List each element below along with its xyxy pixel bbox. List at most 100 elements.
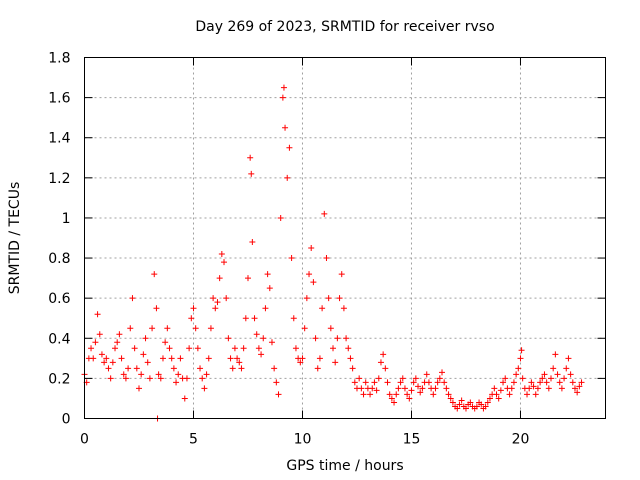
data-point bbox=[112, 345, 119, 352]
chart-title: Day 269 of 2023, SRMTID for receiver rvs… bbox=[195, 19, 494, 35]
data-point bbox=[369, 385, 376, 392]
data-point bbox=[98, 351, 105, 358]
data-point bbox=[290, 315, 297, 322]
data-point bbox=[574, 389, 581, 396]
data-point bbox=[545, 385, 552, 392]
data-point bbox=[517, 355, 524, 362]
data-point bbox=[578, 379, 585, 386]
data-point bbox=[386, 391, 393, 398]
data-point bbox=[491, 385, 498, 392]
data-point bbox=[443, 385, 450, 392]
data-point bbox=[497, 387, 504, 394]
data-point bbox=[561, 375, 568, 382]
axis-ticks: 0 0.2 0.4 0.6 0.8 1 1.2 1.4 1.6 1.8 0 5 10 15 20 bbox=[48, 51, 606, 448]
data-point bbox=[436, 375, 443, 382]
data-point bbox=[338, 271, 345, 278]
data-point bbox=[253, 331, 260, 338]
y-tick-label: 0.4 bbox=[48, 331, 70, 347]
data-point bbox=[391, 399, 398, 406]
data-point bbox=[556, 379, 563, 386]
data-point bbox=[532, 391, 539, 398]
data-point bbox=[534, 385, 541, 392]
data-point bbox=[417, 389, 424, 396]
y-tick-label: 1.6 bbox=[48, 91, 70, 107]
data-point bbox=[221, 259, 228, 266]
data-point bbox=[164, 325, 171, 332]
data-point bbox=[526, 385, 533, 392]
y-tick-label: 1.2 bbox=[48, 171, 70, 187]
data-point bbox=[144, 359, 151, 366]
data-point bbox=[107, 375, 114, 382]
data-point bbox=[336, 295, 343, 302]
data-point bbox=[262, 305, 269, 312]
data-point bbox=[508, 385, 515, 392]
data-point bbox=[524, 391, 531, 398]
data-point bbox=[190, 305, 197, 312]
data-point bbox=[558, 385, 565, 392]
data-point bbox=[231, 345, 238, 352]
data-point bbox=[277, 214, 284, 221]
data-point bbox=[199, 375, 206, 382]
data-point bbox=[188, 315, 195, 322]
data-point bbox=[214, 299, 221, 306]
data-point bbox=[157, 375, 164, 382]
data-point bbox=[478, 401, 485, 408]
data-point bbox=[528, 379, 535, 386]
data-point bbox=[120, 371, 127, 378]
x-tick-label: 0 bbox=[80, 432, 89, 448]
data-point bbox=[286, 144, 293, 151]
data-point bbox=[173, 379, 180, 386]
data-point bbox=[168, 355, 175, 362]
data-point bbox=[166, 345, 173, 352]
data-point bbox=[565, 355, 572, 362]
data-point bbox=[249, 239, 256, 246]
data-point bbox=[510, 379, 517, 386]
data-point bbox=[127, 325, 134, 332]
data-point bbox=[397, 379, 404, 386]
data-point bbox=[135, 385, 142, 392]
data-point bbox=[306, 271, 313, 278]
data-point bbox=[251, 315, 258, 322]
data-point bbox=[284, 174, 291, 181]
data-point bbox=[445, 391, 452, 398]
data-point bbox=[377, 359, 384, 366]
data-point bbox=[159, 355, 166, 362]
data-point bbox=[90, 355, 97, 362]
data-point bbox=[218, 251, 225, 258]
data-point bbox=[548, 375, 555, 382]
data-point bbox=[423, 371, 430, 378]
data-point bbox=[308, 245, 315, 252]
data-point bbox=[140, 351, 147, 358]
data-point bbox=[401, 385, 408, 392]
data-point bbox=[454, 405, 461, 412]
data-point bbox=[94, 311, 101, 318]
data-point bbox=[334, 335, 341, 342]
data-point bbox=[325, 295, 332, 302]
data-point bbox=[345, 345, 352, 352]
data-point bbox=[151, 271, 158, 278]
data-point bbox=[462, 405, 469, 412]
y-axis-title: SRMTID / TECUs bbox=[7, 182, 23, 295]
data-point bbox=[312, 335, 319, 342]
data-point bbox=[197, 365, 204, 372]
data-point bbox=[92, 339, 99, 346]
data-point bbox=[541, 371, 548, 378]
data-point bbox=[142, 335, 149, 342]
data-point bbox=[109, 359, 116, 366]
data-point bbox=[101, 359, 108, 366]
plot-frame bbox=[84, 57, 606, 419]
data-point bbox=[288, 255, 295, 262]
data-point bbox=[482, 403, 489, 410]
data-point bbox=[212, 305, 219, 312]
data-point bbox=[419, 385, 426, 392]
data-point bbox=[537, 379, 544, 386]
data-point bbox=[240, 345, 247, 352]
data-point bbox=[131, 345, 138, 352]
data-point bbox=[116, 331, 123, 338]
y-tick-label: 1 bbox=[62, 211, 71, 227]
data-point bbox=[347, 355, 354, 362]
data-point bbox=[502, 375, 509, 382]
data-point bbox=[146, 375, 153, 382]
data-point bbox=[247, 154, 254, 161]
data-point bbox=[271, 365, 278, 372]
